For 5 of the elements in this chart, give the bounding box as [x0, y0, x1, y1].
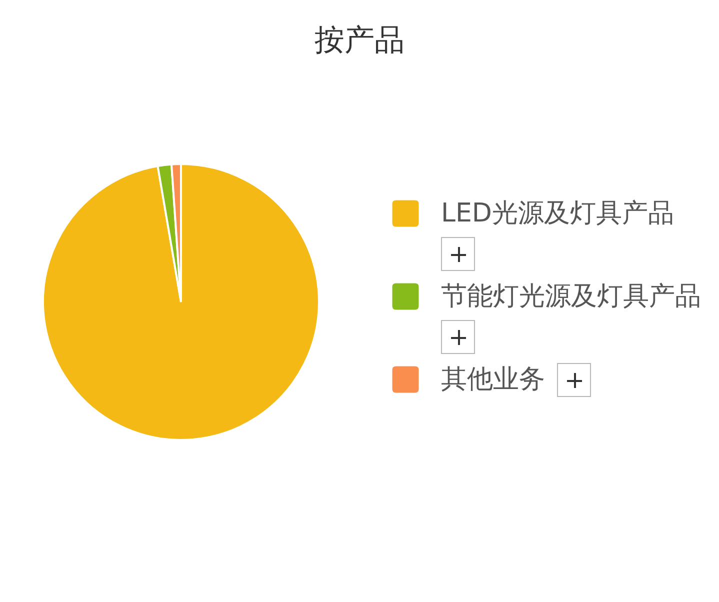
pie-slice	[42, 163, 320, 441]
legend-label: 节能灯光源及灯具产品	[441, 282, 701, 312]
legend-label: LED光源及灯具产品	[441, 198, 674, 228]
chart-title: 按产品	[314, 23, 404, 58]
legend-label: 其他业务	[441, 364, 545, 394]
